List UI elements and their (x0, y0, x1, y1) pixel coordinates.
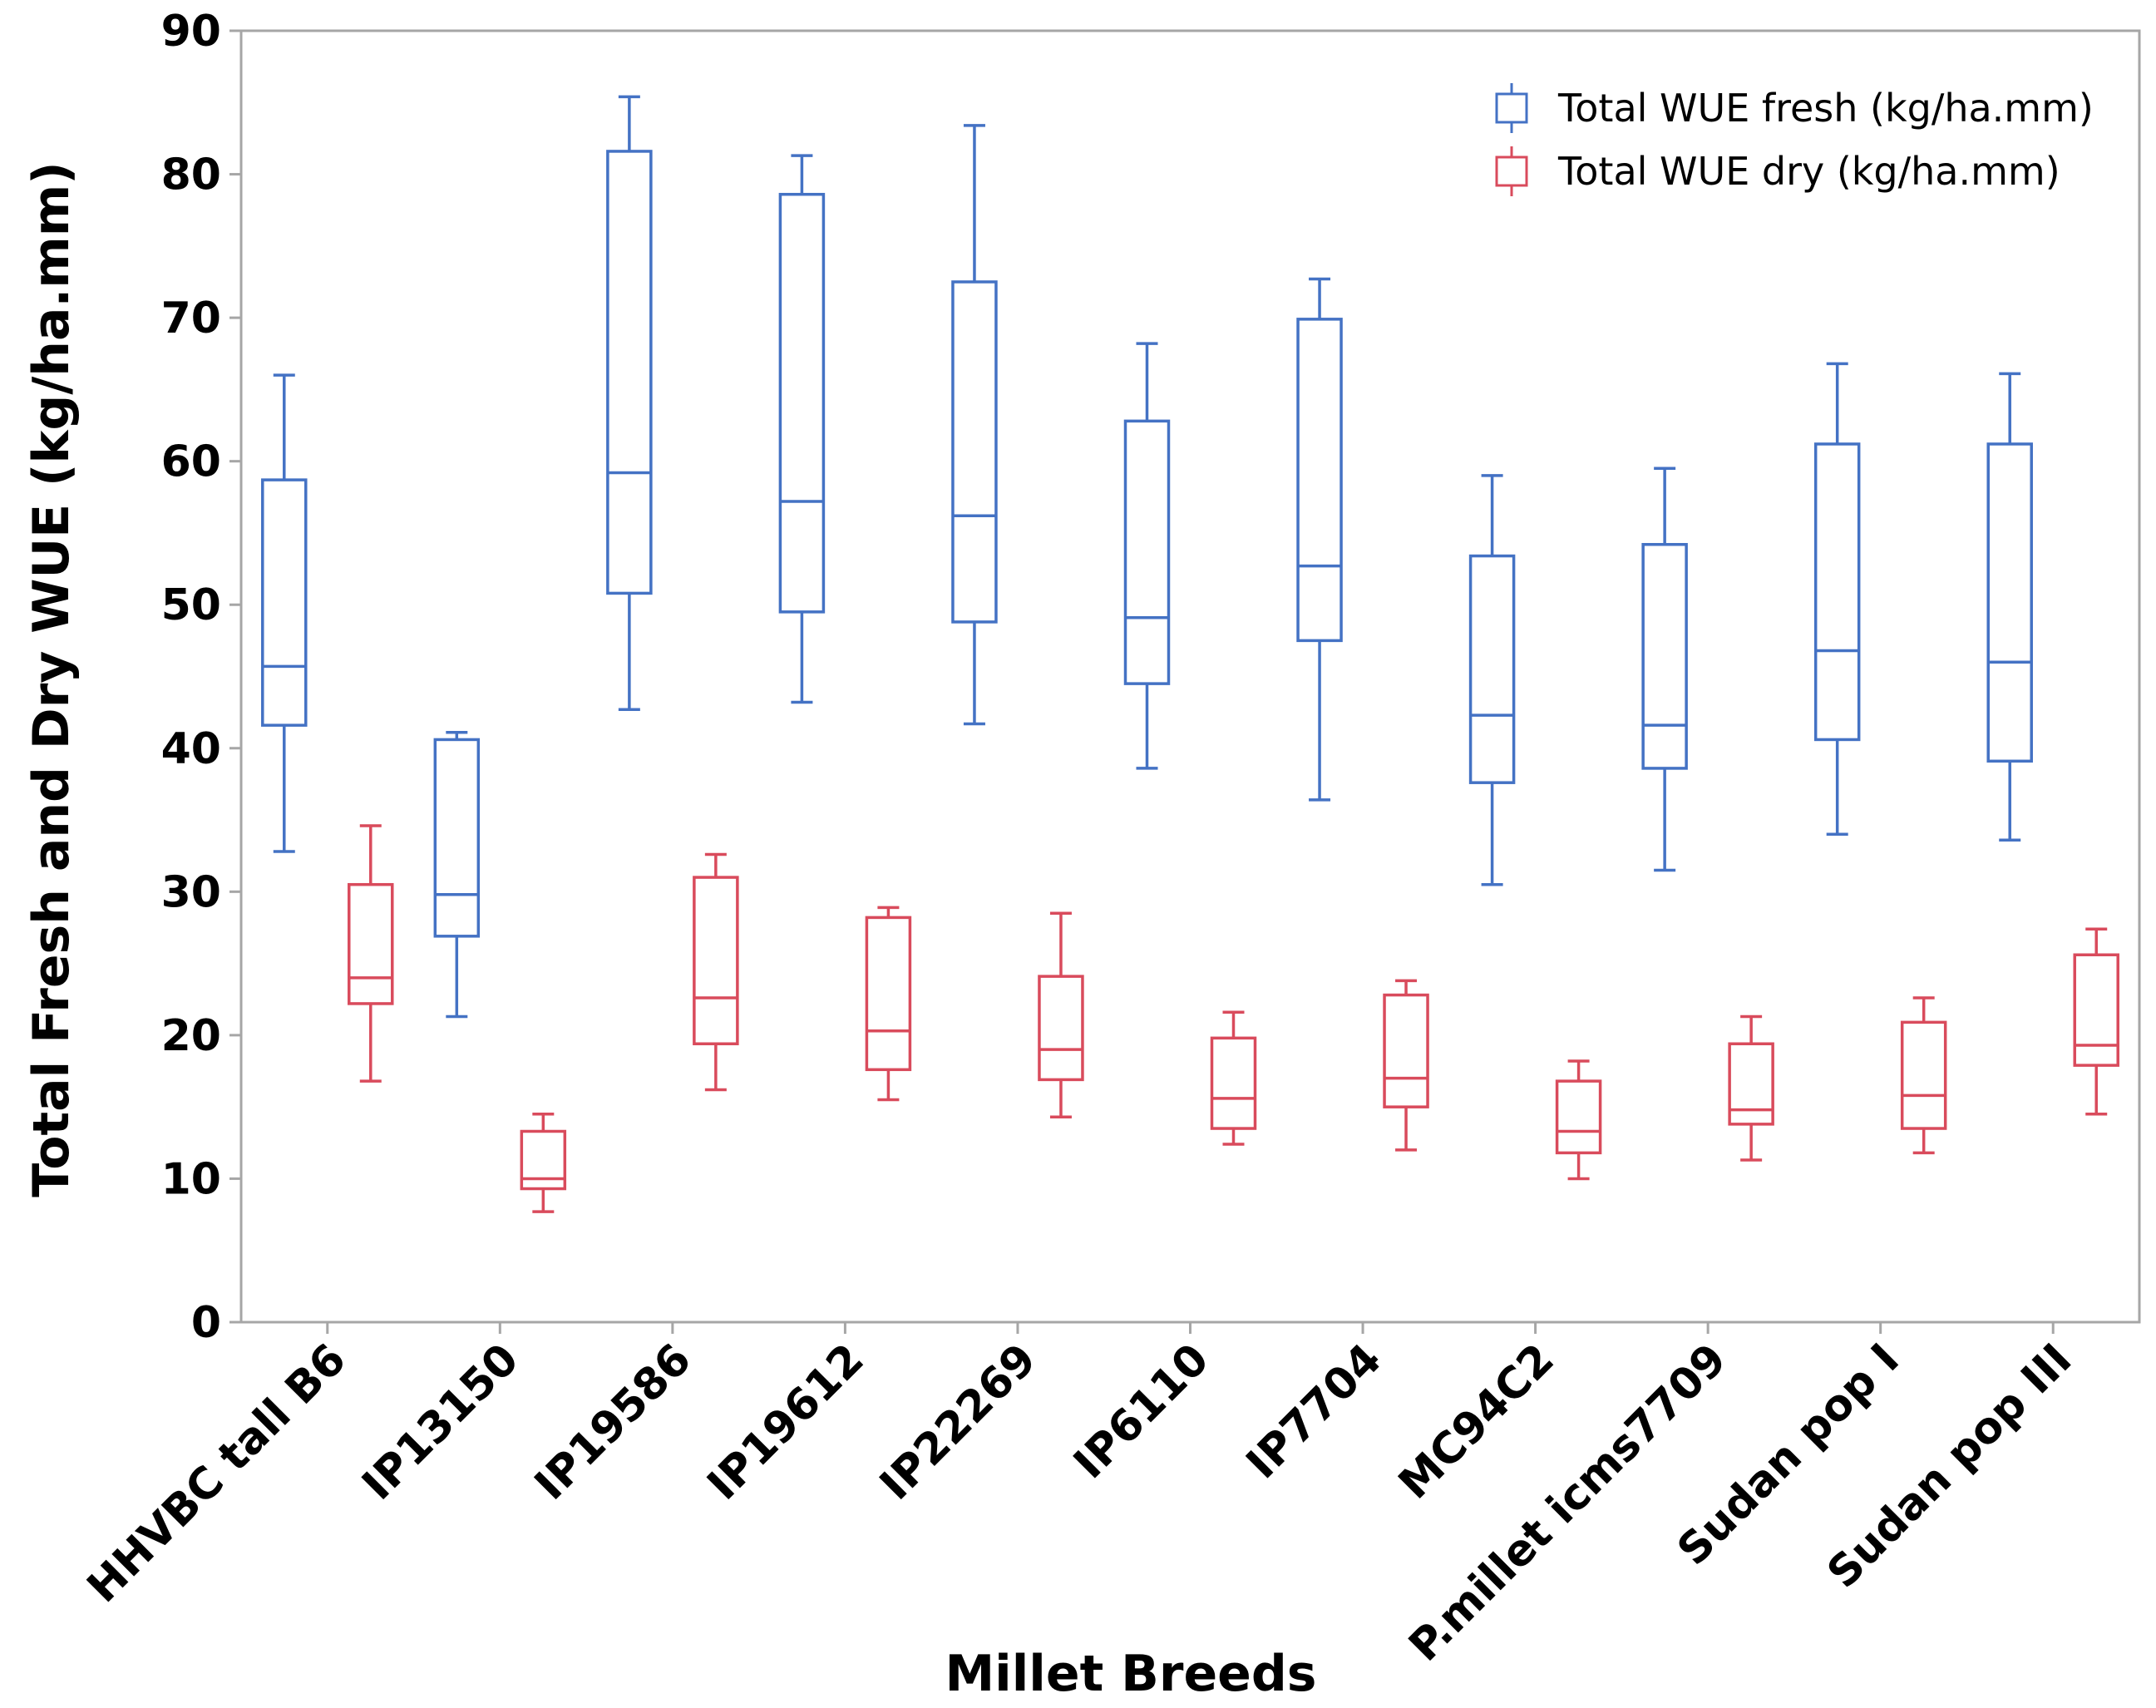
x-category-label: HHVBC tall B6 (78, 1335, 356, 1612)
iqr-box (1900, 1020, 1947, 1130)
iqr-box (1038, 975, 1084, 1082)
box-group (1296, 277, 1343, 802)
x-axis-title: Millet Breeds (945, 1645, 1316, 1703)
y-tick-label: 80 (161, 151, 221, 200)
box-group (1900, 996, 1947, 1155)
x-category-label: IP6110 (1064, 1335, 1218, 1488)
iqr-box (1555, 1079, 1602, 1155)
x-category-label: IP19612 (698, 1335, 874, 1510)
iqr-box (1123, 419, 1171, 685)
iqr-box (1210, 1036, 1257, 1130)
box-group (778, 154, 826, 704)
box-group (606, 95, 653, 711)
y-axis-title: Total Fresh and Dry WUE (kg/ha.mm) (22, 161, 81, 1197)
box-group (1123, 342, 1171, 770)
iqr-box (2073, 953, 2119, 1067)
box-group (1813, 362, 1861, 837)
iqr-box (693, 876, 739, 1045)
legend-item: Total WUE dry (kg/ha.mm) (1495, 146, 2060, 196)
box-group (1383, 979, 1429, 1152)
iqr-box (348, 882, 394, 1005)
box-group (693, 852, 739, 1092)
y-tick-label: 60 (161, 437, 221, 487)
legend-item: Total WUE fresh (kg/ha.mm) (1495, 83, 2094, 133)
x-category-label: P.millet icms7709 (1399, 1335, 1736, 1671)
x-category-label: IP7704 (1237, 1335, 1391, 1488)
box-group (261, 373, 308, 853)
legend-box-symbol (1495, 155, 1528, 187)
iqr-box (951, 280, 998, 624)
iqr-box (1296, 318, 1343, 643)
box-group (520, 1113, 567, 1213)
iqr-box (1728, 1042, 1774, 1126)
iqr-box (865, 916, 912, 1072)
box-group (1728, 1014, 1774, 1162)
iqr-box (433, 738, 481, 938)
box-group (865, 906, 912, 1102)
legend-label: Total WUE dry (kg/ha.mm) (1557, 149, 2060, 194)
y-tick-label: 10 (161, 1154, 221, 1204)
y-tick-label: 0 (191, 1298, 221, 1348)
y-tick-label: 70 (161, 294, 221, 343)
x-category-label: IP19586 (525, 1335, 701, 1510)
x-category-label: IP22269 (871, 1335, 1046, 1510)
box-group (433, 731, 481, 1019)
box-group (1210, 1010, 1257, 1146)
box-group (1986, 372, 2033, 842)
iqr-box (261, 478, 308, 727)
iqr-box (1468, 554, 1516, 784)
iqr-box (520, 1129, 567, 1191)
box-group (1468, 474, 1516, 886)
x-category-label: MC94C2 (1389, 1335, 1564, 1509)
y-tick-label: 50 (161, 580, 221, 630)
box-group (1555, 1059, 1602, 1181)
y-tick-label: 40 (161, 724, 221, 774)
plot-area-frame (239, 29, 2141, 1324)
box-group (348, 824, 394, 1083)
y-tick-label: 30 (161, 867, 221, 917)
box-group (951, 124, 998, 726)
legend-label: Total WUE fresh (kg/ha.mm) (1557, 86, 2094, 131)
iqr-box (1383, 993, 1429, 1108)
iqr-box (1986, 442, 2033, 763)
box-group (1641, 466, 1688, 872)
box-group (1038, 911, 1084, 1118)
iqr-box (1813, 442, 1861, 742)
iqr-box (778, 192, 826, 614)
x-category-label: IP13150 (353, 1335, 529, 1510)
iqr-box (606, 150, 653, 595)
legend-box-symbol (1495, 92, 1528, 124)
y-tick-label: 20 (161, 1011, 221, 1061)
box-group (2073, 927, 2119, 1116)
iqr-box (1641, 542, 1688, 770)
y-tick-label: 90 (161, 7, 221, 57)
